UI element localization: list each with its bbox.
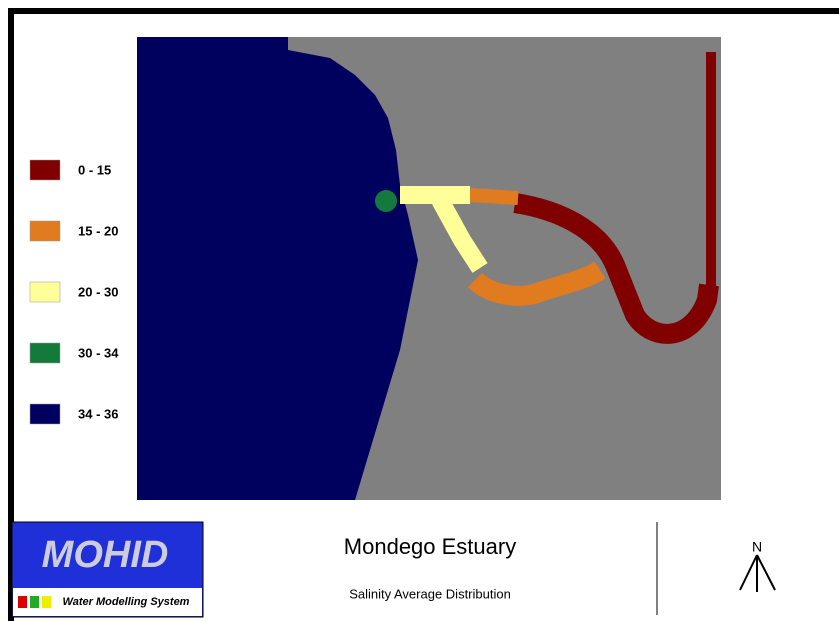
frame-left [8,8,14,621]
legend-label: 15 - 20 [78,223,118,238]
legend-swatch [29,403,61,425]
legend-swatch [29,220,61,242]
estuary-orange-north [469,188,519,205]
legend-label: 0 - 15 [78,162,111,177]
north-label: N [752,539,762,555]
title: Mondego Estuary [344,534,516,559]
legend-label: 20 - 30 [78,284,118,299]
legend: 0 - 15 15 - 20 20 - 30 30 - 34 34 - 36 [29,159,119,425]
frame-top [8,8,839,14]
footer: MOHID Water Modelling System Mondego Est… [11,521,776,618]
logo-icon [30,596,39,608]
logo-tagline: Water Modelling System [63,596,190,608]
estuary-dark-red [513,193,719,344]
logo-name: MOHID [42,534,169,576]
sea [137,37,418,500]
logo-icon [42,596,51,608]
map [137,37,721,500]
legend-label: 34 - 36 [78,406,118,421]
estuary-orange-south [467,261,606,306]
legend-swatch [29,159,61,181]
estuary-green [375,190,397,212]
legend-swatch [29,342,61,364]
estuary-yellow [400,186,488,273]
legend-label: 30 - 34 [78,345,119,360]
subtitle: Salinity Average Distribution [349,586,511,601]
legend-swatch [29,281,61,303]
north-arrow [739,554,776,592]
logo-icon [18,596,27,608]
